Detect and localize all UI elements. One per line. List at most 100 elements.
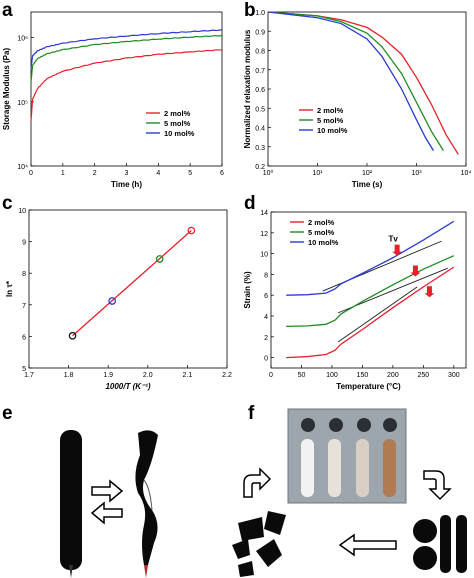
y-tick-label-d: 4 [264, 314, 268, 321]
left-arrow-icon [338, 533, 397, 557]
metal-mold [287, 408, 407, 504]
panel-letter-d: d [244, 193, 256, 214]
y-tick-label-c: 7 [22, 303, 26, 310]
data-point-c-0 [68, 331, 77, 340]
legend-a-label-1: 5 mol% [164, 119, 191, 128]
series-line-b-0 [267, 11, 459, 155]
y-tick-label-a: 10⁵ [17, 100, 28, 107]
plot-frame-d [270, 211, 467, 369]
plot-frame-b [267, 11, 467, 167]
panel-letter-b: b [244, 0, 256, 21]
right-arrow-icon [91, 479, 124, 503]
panel-letter-e: e [2, 403, 13, 424]
y-tick-label-b: 0.5 [255, 106, 265, 113]
y-tick-label-d: 2 [264, 335, 268, 342]
twisted-strip-illustration [60, 430, 158, 578]
y-tick-label-c: 5 [22, 366, 26, 373]
red-arrow-icon-d-1 [410, 265, 421, 277]
red-arrow-icon-d-0 [392, 244, 403, 256]
x-tick-label-d: 50 [298, 372, 306, 379]
y-tick-label-d: 10 [260, 252, 268, 259]
x-tick-label-a: 3 [125, 170, 129, 177]
y-tick-label-b: 0.3 [255, 145, 265, 152]
strip-tail [69, 565, 73, 578]
y-tick-label-d: 12 [260, 231, 268, 238]
x-tick-label-d: 300 [448, 372, 460, 379]
series-line-d-0 [286, 266, 455, 359]
data-point-c-3 [187, 226, 196, 235]
x-tick-label-d: 200 [387, 372, 399, 379]
curved-arrow-up-icon [243, 467, 272, 498]
x-tick-label-a: 0 [29, 170, 33, 177]
curved-arrow-down-icon [423, 470, 452, 501]
y-axis-label-d: Strain (%) [243, 271, 252, 309]
y-tick-label-b: 1.0 [255, 10, 265, 17]
x-axis-label-c: 1000/T (K⁻¹) [105, 382, 150, 391]
x-tick-label-c: 2.0 [143, 372, 153, 379]
series-line-b-1 [267, 11, 444, 151]
x-tick-label-a: 5 [188, 170, 192, 177]
series-line-a-2 [30, 29, 223, 69]
data-point-c-1 [108, 297, 117, 305]
x-tick-label-c: 1.9 [103, 372, 113, 379]
recycling-illustration [232, 408, 467, 577]
panel-letter-a: a [2, 0, 13, 21]
panel-letter-c: c [2, 193, 13, 214]
series-line-b-2 [267, 11, 435, 151]
x-tick-label-c: 1.8 [64, 372, 74, 379]
x-tick-label-a: 1 [61, 170, 65, 177]
y-tick-label-c: 10 [18, 208, 26, 215]
y-tick-label-b: 0.6 [255, 87, 265, 94]
x-axis-label-d: Temperature (°C) [336, 382, 401, 391]
y-tick-label-d: 6 [264, 293, 268, 300]
y-tick-label-d: 8 [264, 272, 268, 279]
y-tick-label-c: 9 [22, 240, 26, 247]
legend-d-label-1: 5 mol% [308, 228, 335, 237]
legend-d-label-0: 2 mol% [308, 218, 335, 227]
tangent-line-d-0 [337, 286, 418, 343]
series-line-a-0 [30, 49, 223, 122]
x-tick-label-b: 10³ [411, 170, 422, 177]
legend-b-label-1: 5 mol% [317, 116, 344, 125]
x-tick-label-c: 2.2 [222, 372, 232, 379]
y-tick-label-d: 14 [260, 210, 268, 217]
y-tick-label-a: 10⁶ [17, 36, 28, 43]
y-tick-label-c: 6 [22, 334, 26, 341]
legend-b-label-0: 2 mol% [317, 106, 344, 115]
y-axis-label-a: Storage Modulus (Pa) [2, 48, 11, 131]
x-tick-label-a: 4 [156, 170, 160, 177]
x-tick-label-b: 10⁴ [461, 170, 472, 177]
legend-b-label-2: 10 mol% [317, 126, 348, 135]
y-tick-label-b: 0.8 [255, 49, 265, 56]
y-axis-label-c: ln τ* [5, 280, 14, 297]
series-line-a-1 [30, 34, 223, 83]
panel-letter-f: f [248, 403, 255, 424]
annotation-tv-d: Tv [388, 235, 398, 244]
y-axis-label-b: Normalized relaxation modulus [243, 29, 252, 148]
x-tick-label-d: 100 [326, 372, 338, 379]
y-tick-label-b: 0.9 [255, 29, 265, 36]
x-tick-label-c: 2.1 [183, 372, 193, 379]
fit-line-c [72, 230, 192, 337]
y-tick-label-c: 8 [22, 271, 26, 278]
x-tick-label-d: 150 [357, 372, 369, 379]
legend-d-label-2: 10 mol% [308, 238, 339, 247]
series-line-d-2 [286, 220, 455, 296]
x-tick-label-a: 2 [93, 170, 97, 177]
twisted-strip [135, 430, 158, 578]
y-tick-label-d: 0 [264, 356, 268, 363]
legend-a-label-0: 2 mol% [164, 109, 191, 118]
plot-frame-c [28, 209, 228, 369]
y-tick-label-a: 10⁴ [17, 164, 28, 171]
legend-a-label-2: 10 mol% [164, 129, 195, 138]
straight-strip [60, 430, 82, 570]
x-tick-label-d: 250 [418, 372, 430, 379]
x-tick-label-b: 10⁰ [263, 169, 274, 177]
broken-pieces [232, 511, 286, 577]
y-tick-label-b: 0.4 [255, 126, 265, 133]
remolded-samples [413, 515, 467, 573]
y-tick-label-b: 0.2 [255, 164, 265, 171]
x-tick-label-b: 10¹ [312, 170, 323, 177]
left-arrow-icon [90, 501, 123, 525]
